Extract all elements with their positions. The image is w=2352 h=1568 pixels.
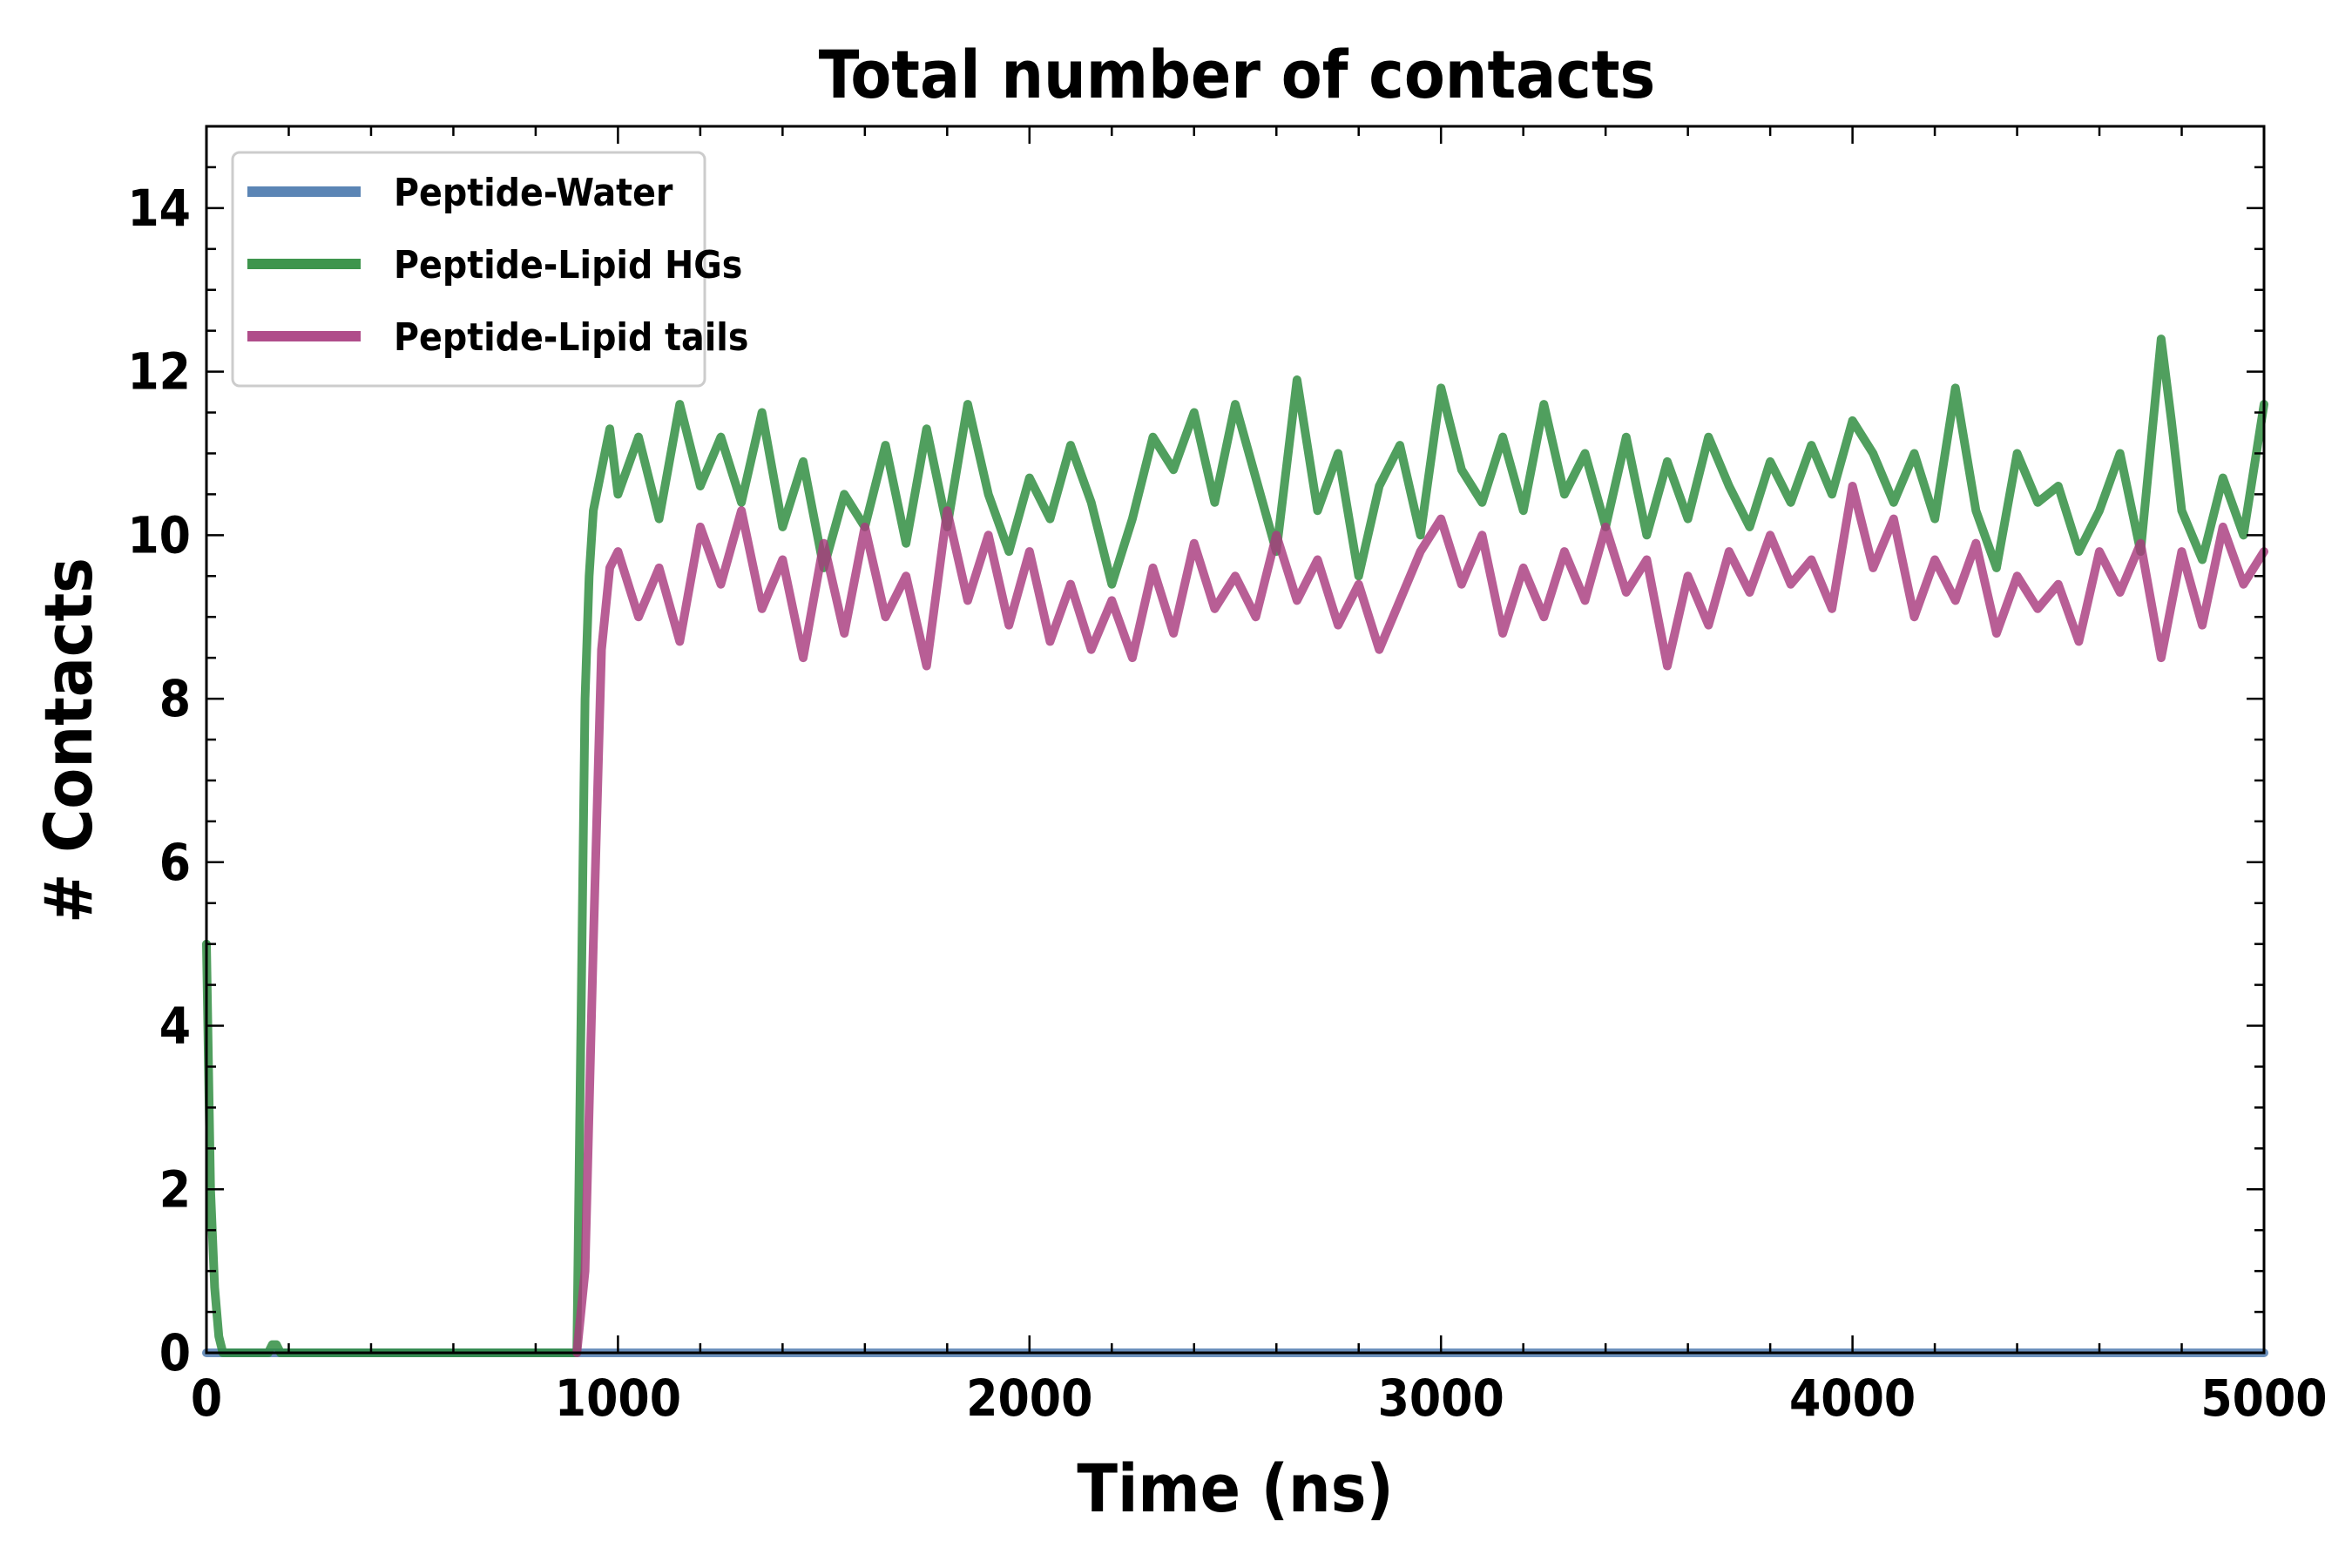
x-tick-label: 2000 [966,1369,1092,1428]
y-tick-label: 4 [159,997,191,1056]
y-tick-label: 10 [127,505,191,564]
y-tick-label: 2 [159,1159,191,1219]
chart-title: Total number of contacts [819,36,1655,113]
legend-box [231,151,706,388]
x-tick-label: 5000 [2200,1369,2327,1428]
plot-frame [205,125,2266,1355]
y-tick-label: 0 [159,1323,191,1382]
y-tick-label: 8 [159,669,191,728]
series-line-2 [202,335,2268,1357]
x-axis-label: Time (ns) [1077,1450,1393,1527]
y-tick-label: 6 [159,833,191,892]
series-line-3 [572,482,2268,1357]
y-tick-label: 12 [127,342,191,402]
x-tick-label: 0 [191,1369,222,1428]
legend-label-2: Peptide-Lipid HGs [394,243,742,287]
legend-label-3: Peptide-Lipid tails [394,315,748,360]
x-tick-label: 3000 [1378,1369,1504,1428]
y-axis-label: # Contacts [30,558,107,923]
legend: Peptide-Water Peptide-Lipid HGs Peptide-Li… [231,151,748,388]
x-tick-label: 4000 [1789,1369,1916,1428]
axis-ticks: 0 1000 2000 3000 4000 5000 0 2 4 6 8 10 12 14 [127,125,2328,1428]
legend-label-1: Peptide-Water [394,171,673,215]
x-tick-label: 1000 [555,1369,681,1428]
y-tick-label: 14 [127,179,191,238]
